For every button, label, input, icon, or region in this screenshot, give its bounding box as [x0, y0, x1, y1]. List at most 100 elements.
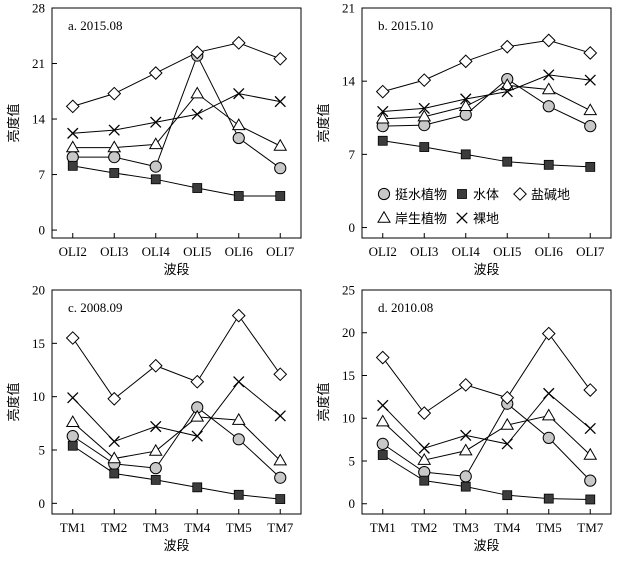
data-point: [460, 149, 471, 160]
x-tick-label: TM2: [101, 520, 127, 535]
data-point: [67, 127, 79, 139]
series-line: [72, 165, 281, 197]
data-point: [542, 431, 555, 445]
y-tick-label: 15: [342, 368, 355, 383]
y-axis-title: 亮度值: [6, 382, 21, 421]
data-point: [148, 358, 163, 373]
data-point: [584, 120, 597, 133]
x-tick-label: OLI4: [142, 244, 171, 259]
y-tick-label: 5: [349, 453, 356, 468]
data-point: [418, 442, 430, 454]
x-tick-label: TM7: [577, 520, 604, 535]
data-point: [107, 451, 122, 464]
data-point: [583, 103, 598, 116]
data-point: [375, 84, 390, 99]
data-point: [233, 489, 244, 500]
legend-marker: [513, 187, 527, 201]
data-point: [231, 118, 246, 131]
series-line: [72, 92, 281, 149]
data-point: [231, 35, 246, 50]
data-point: [502, 490, 513, 501]
data-point: [460, 429, 472, 442]
y-tick-label: 10: [342, 411, 355, 426]
data-point: [66, 430, 79, 443]
series-line: [72, 416, 281, 462]
data-point: [541, 82, 556, 95]
y-tick-label: 15: [32, 336, 45, 351]
x-tick-label: TM5: [226, 520, 252, 535]
data-point: [500, 39, 515, 54]
data-point: [274, 162, 287, 175]
data-point: [273, 138, 288, 151]
data-point: [584, 74, 596, 86]
data-point: [502, 156, 513, 167]
data-point: [275, 494, 286, 504]
x-axis-title: 波段: [473, 262, 499, 277]
data-point: [377, 135, 388, 146]
chart-panel-2: 0 5 10 15 20 TM1 TM2 TM3 TM4 TM5 TM7 波段 亮度值 c. 2008.0…: [6, 283, 302, 553]
series-line: [382, 140, 591, 168]
data-point: [418, 102, 430, 115]
y-tick-label: 0: [39, 223, 46, 238]
data-point: [543, 69, 555, 81]
legend-marker: [377, 210, 391, 223]
data-point: [65, 140, 80, 153]
data-point: [543, 387, 555, 400]
x-axis-title: 波段: [163, 538, 189, 553]
series-line: [382, 84, 591, 120]
data-point: [500, 417, 515, 430]
data-point: [376, 437, 389, 450]
series-line: [382, 454, 591, 500]
y-tick-label: 21: [342, 1, 355, 16]
data-point: [543, 159, 554, 170]
y-tick-label: 20: [342, 325, 355, 340]
x-tick-label: OLI2: [369, 244, 397, 259]
data-point: [107, 86, 122, 101]
data-point: [190, 86, 205, 99]
chart-panel-0: 0 7 14 21 28 OLI2 OLI3 OLI4 OLI5 OLI6 OLI7 波段 亮度值 a. …: [6, 1, 302, 277]
x-tick-label: OLI3: [410, 244, 438, 259]
data-point: [417, 109, 432, 122]
y-tick-label: 10: [32, 389, 45, 404]
series-line: [382, 74, 591, 112]
x-tick-label: OLI6: [225, 244, 254, 259]
x-tick-label: OLI5: [493, 244, 521, 259]
x-tick-label: OLI5: [183, 244, 211, 259]
data-point: [149, 462, 162, 475]
data-point: [190, 374, 205, 389]
y-tick-label: 0: [39, 496, 46, 511]
panel-title: d. 2010.08: [378, 300, 433, 315]
data-point: [583, 447, 598, 460]
data-point: [65, 99, 80, 114]
data-point: [231, 412, 246, 425]
data-point: [377, 399, 389, 412]
y-axis-title: 亮度值: [316, 103, 331, 142]
panel-title: c. 2008.09: [68, 300, 123, 315]
data-point: [543, 493, 554, 504]
data-point: [149, 160, 162, 173]
data-point: [192, 183, 203, 193]
data-point: [460, 481, 471, 492]
data-point: [233, 87, 245, 100]
x-tick-label: TM1: [60, 520, 86, 535]
data-point: [273, 453, 288, 466]
data-point: [417, 452, 432, 465]
data-point: [377, 105, 389, 118]
series-line: [72, 54, 281, 169]
data-point: [150, 474, 161, 485]
data-point: [375, 414, 390, 427]
data-point: [417, 406, 432, 421]
data-point: [109, 468, 120, 479]
data-point: [458, 377, 473, 392]
data-point: [107, 140, 122, 153]
y-tick-label: 14: [342, 74, 356, 89]
x-tick-label: OLI4: [452, 244, 481, 259]
x-tick-label: OLI3: [100, 244, 128, 259]
data-point: [583, 46, 598, 60]
data-point: [541, 408, 556, 421]
data-point: [109, 168, 120, 178]
y-tick-label: 25: [342, 283, 355, 298]
data-point: [584, 422, 596, 435]
